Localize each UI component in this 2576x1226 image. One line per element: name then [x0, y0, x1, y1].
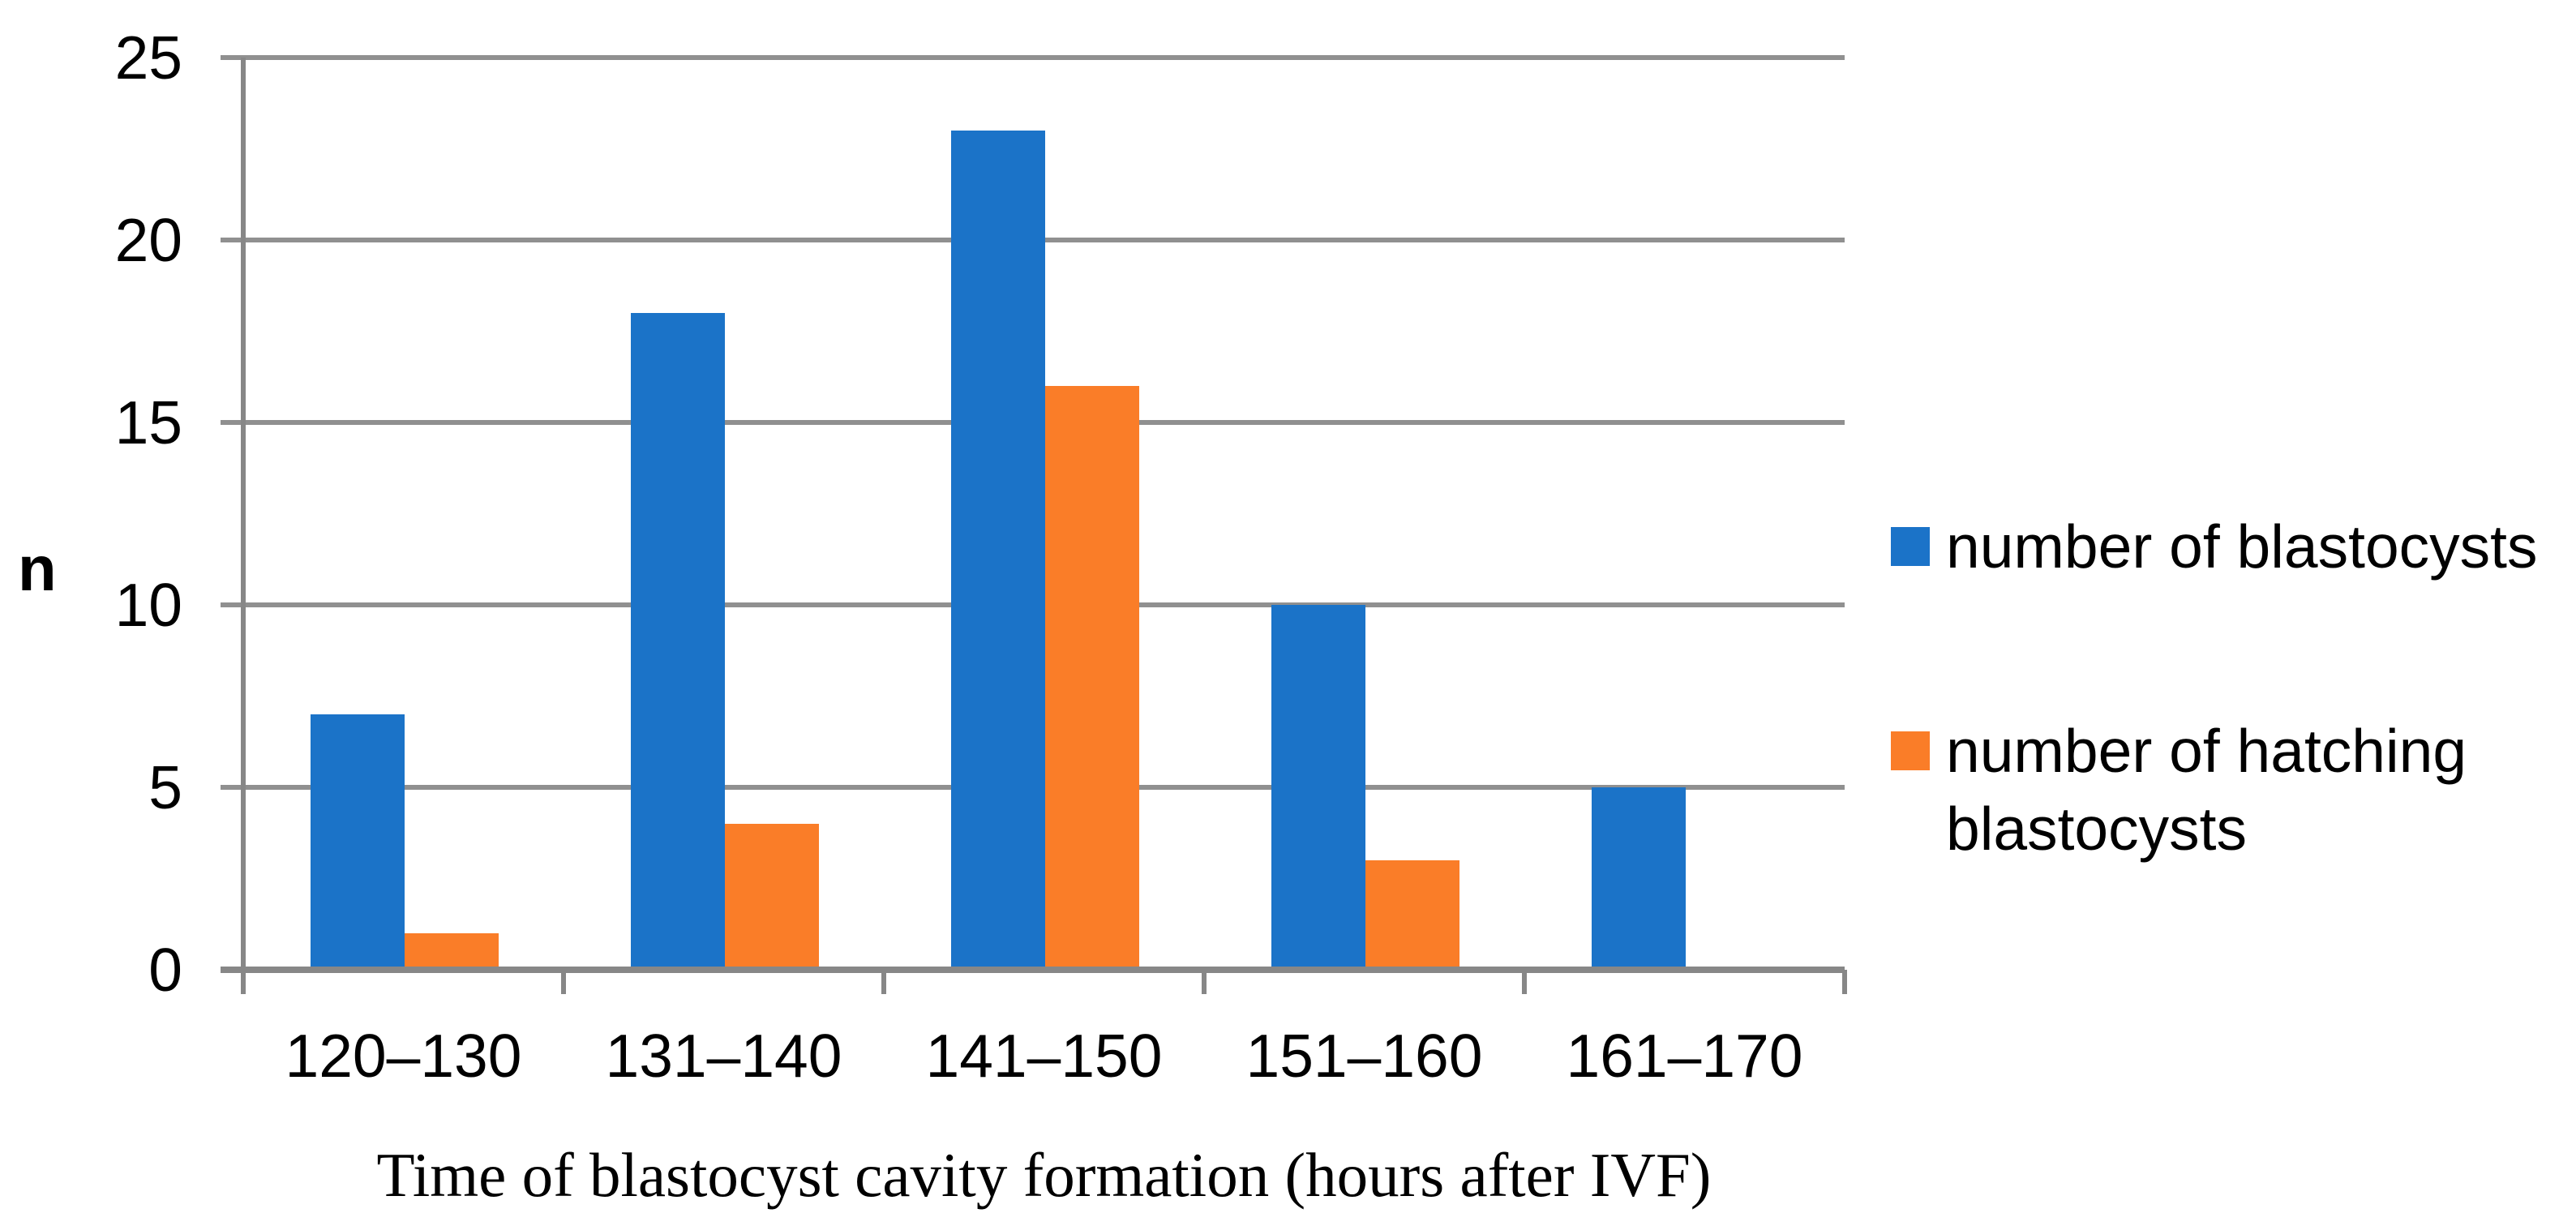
y-tick-label-20: 20: [114, 206, 182, 274]
bar-series0-cat1: [631, 313, 725, 970]
y-axis-line: [241, 58, 246, 970]
bar-series0-cat0: [311, 714, 405, 970]
y-tick-label-25: 25: [114, 24, 182, 92]
bar-series0-cat4: [1592, 787, 1686, 970]
plot-area: [221, 55, 1847, 994]
legend-swatch-icon: [1891, 731, 1930, 770]
legend: number of blastocysts number of hatching …: [1891, 508, 2576, 994]
x-axis-tick-3: [1202, 970, 1207, 994]
x-axis-tick-0: [241, 970, 246, 994]
x-axis-tick-4: [1522, 970, 1527, 994]
y-tick-labels: 25 20 15 10 5 0: [36, 24, 182, 1004]
x-axis-tick-2: [881, 970, 886, 994]
bar-series1-cat1: [725, 824, 819, 970]
y-tick-label-5: 5: [148, 753, 182, 821]
bar-series1-cat2: [1045, 386, 1139, 970]
y-axis-label: n: [18, 533, 57, 604]
legend-item-0: number of blastocysts: [1891, 508, 2576, 585]
bar-series1-cat3: [1365, 860, 1459, 970]
x-tick-label-4: 161–170: [1566, 1022, 1803, 1090]
x-axis-tick-5: [1842, 970, 1847, 994]
x-tick-labels: 120–130 131–140 141–150 151–160 161–170: [243, 1015, 1845, 1096]
x-tick-label-2: 141–150: [925, 1022, 1163, 1090]
x-axis-tick-1: [561, 970, 566, 994]
x-tick-label-1: 131–140: [605, 1022, 842, 1090]
gridline-25: [221, 55, 1845, 60]
x-axis-title: Time of blastocyst cavity formation (hou…: [376, 1140, 1712, 1210]
bar-series0-cat3: [1271, 605, 1365, 970]
y-tick-label-15: 15: [114, 388, 182, 457]
legend-label: number of hatching blastocysts: [1946, 717, 2467, 863]
gridline-0: [221, 967, 1845, 973]
legend-label: number of blastocysts: [1946, 512, 2538, 581]
bar-series0-cat2: [951, 131, 1045, 970]
y-tick-label-0: 0: [148, 936, 182, 1004]
y-tick-label-10: 10: [114, 571, 182, 639]
bar-series1-cat0: [405, 933, 499, 970]
legend-swatch-icon: [1891, 527, 1930, 566]
x-tick-label-3: 151–160: [1245, 1022, 1483, 1090]
x-tick-label-0: 120–130: [285, 1022, 522, 1090]
legend-item-1: number of hatching blastocysts: [1891, 712, 2576, 868]
